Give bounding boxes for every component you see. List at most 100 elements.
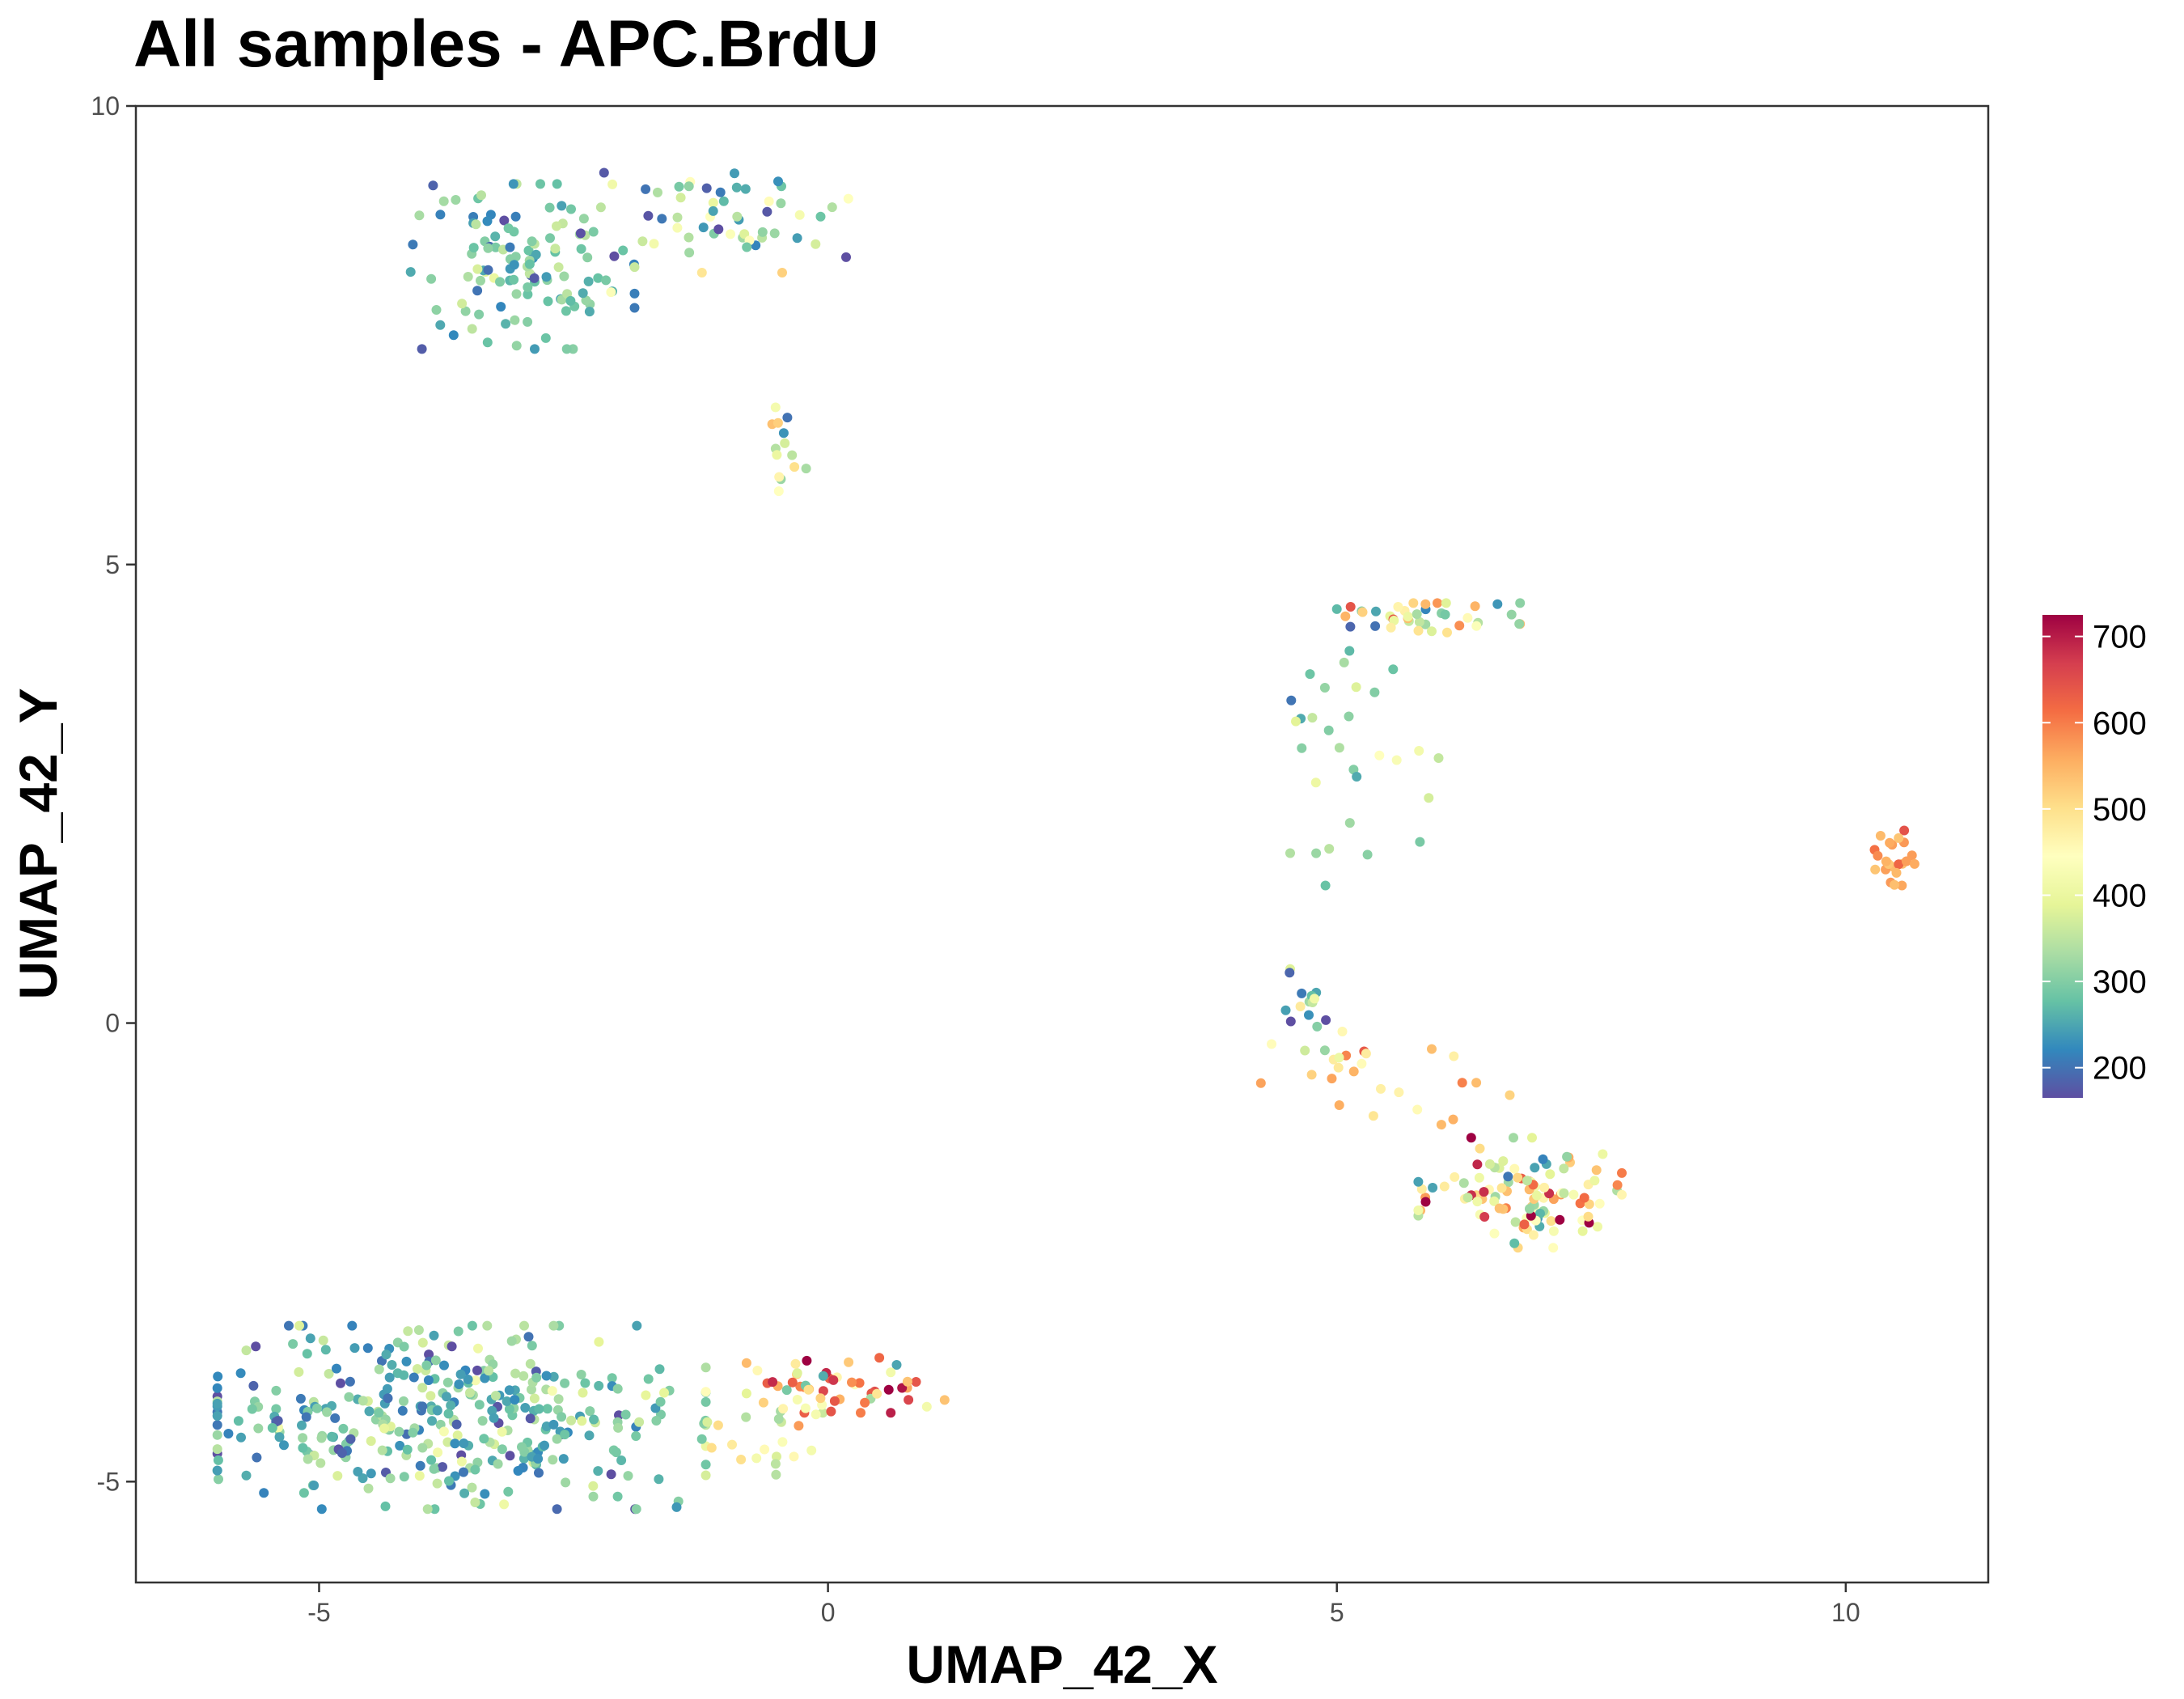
data-point [271,1404,281,1414]
data-point [1351,682,1361,693]
y-tick-label: 0 [105,1009,120,1038]
data-point [438,1462,447,1472]
data-point [777,268,787,278]
data-point [1334,1053,1344,1063]
data-point [1894,833,1904,843]
data-point [448,330,459,341]
data-point [511,341,522,351]
data-point [503,1486,514,1497]
data-point [336,1448,347,1458]
data-point [1448,1114,1458,1125]
data-point [872,1388,882,1399]
data-point [455,1369,466,1379]
data-point [1312,1021,1323,1032]
data-point [542,1404,552,1414]
data-point [472,1365,482,1375]
data-point [641,184,651,194]
data-point [451,1419,462,1430]
data-point [715,187,726,197]
data-point [772,450,782,460]
data-point [1427,1044,1437,1054]
data-point [474,1400,485,1410]
data-point [531,1372,542,1383]
data-point [588,1481,599,1491]
data-point [408,239,418,250]
data-point [700,1396,711,1407]
data-point [641,1390,651,1400]
data-point [366,1436,376,1447]
data-point [731,182,742,193]
data-point [794,1421,804,1431]
data-point [1471,621,1482,631]
data-point [736,1455,747,1464]
data-point [618,245,629,256]
data-point [1413,1205,1424,1215]
data-point [595,202,606,213]
y-tick-label: -5 [97,1467,120,1496]
data-point [1337,1027,1348,1036]
data-point [214,1474,223,1485]
data-point [432,1478,442,1489]
data-point [607,1373,617,1383]
data-point [557,201,567,211]
data-point [541,272,552,282]
data-point [288,1339,298,1349]
data-point [463,1375,473,1384]
data-point [1413,625,1424,636]
data-point [770,1459,781,1469]
data-point [1285,848,1295,858]
data-point [701,183,712,193]
data-point [399,1396,408,1406]
data-point [593,1466,603,1477]
data-point [543,296,553,307]
y-tick-label: 10 [91,91,120,121]
data-point [408,1427,418,1438]
data-point [1297,988,1307,998]
data-point [212,1411,222,1421]
data-point [886,1408,896,1418]
data-point [1612,1180,1623,1190]
data-point [302,1349,312,1359]
data-point [1591,1165,1602,1176]
data-point [891,1360,902,1370]
data-point [575,228,586,239]
data-point [506,1336,517,1346]
data-point [774,472,785,482]
data-point [578,288,588,299]
data-point [700,1460,711,1470]
data-point [1577,1226,1588,1236]
data-point [732,211,743,222]
data-point [826,1406,836,1417]
data-point [548,1419,559,1430]
data-point [1479,1212,1490,1222]
data-point [631,1504,641,1515]
data-point [565,295,576,306]
data-point [316,1433,327,1443]
data-point [578,1388,588,1398]
data-point [548,1371,559,1382]
data-point [267,1422,277,1433]
data-point [566,204,576,214]
colorbar-tick-label: 200 [2093,1051,2147,1087]
data-point [1374,750,1385,761]
data-point [468,243,479,253]
data-point [414,210,425,221]
data-point [1454,621,1465,631]
data-point [457,299,468,309]
data-point [510,1368,521,1379]
data-point [789,462,800,472]
colorbar-legend: 200 300 400 500 600 700 [2042,615,2147,1098]
data-point [561,1477,571,1488]
data-point [780,438,790,448]
data-point [524,259,535,269]
data-point [1440,609,1450,620]
data-point [479,1434,489,1444]
data-point [771,1469,781,1480]
data-point [1331,604,1342,614]
data-point [741,1388,751,1399]
data-point [320,1345,331,1355]
data-point [309,1481,320,1490]
data-point [1352,772,1362,782]
data-point [480,1373,490,1383]
data-point [584,1430,595,1441]
